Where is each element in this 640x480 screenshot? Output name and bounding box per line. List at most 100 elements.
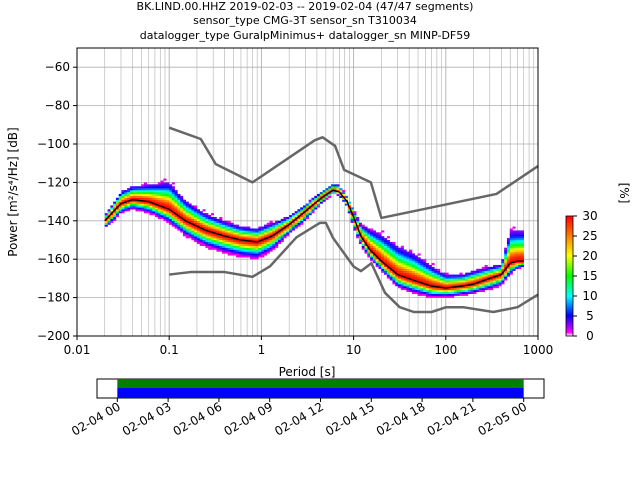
availability-tick-label: 02-04 00 [69,399,123,438]
psd-cell [261,243,265,246]
psd-cell [431,293,435,296]
psd-cell [196,230,201,233]
psd-cell [518,264,522,268]
psd-cell [437,295,441,298]
psd-cell [269,241,273,245]
psd-cell [163,178,167,181]
psd-cell [107,218,111,221]
chart-title-line3: datalogger_type GuralpMinimus+ datalogge… [140,29,471,42]
psd-cell [506,241,511,245]
psd-cell [169,216,173,220]
psd-cell [252,232,256,235]
psd-cell [512,264,516,268]
psd-cell [182,232,187,235]
psd-cell [431,291,435,294]
psd-cell [138,197,142,200]
psd-cell [437,291,441,294]
psd-cell [481,274,485,277]
psd-cell [233,230,237,233]
psd-cell [322,192,326,195]
psd-cell [171,192,175,195]
psd-cell [409,264,413,268]
psd-cell [227,226,231,229]
psd-cell [202,218,206,221]
psd-cell [157,182,161,185]
psd-cell [322,195,326,198]
psd-cell [434,278,438,281]
psd-cell [506,272,511,275]
psd-cell [322,199,326,202]
psd-cell [331,188,335,191]
psd-cell [504,278,508,281]
psd-cell [160,193,164,197]
psd-cell [155,201,159,204]
psd-cell [169,218,173,221]
psd-cell [258,236,262,239]
psd-cell [350,218,354,221]
psd-cell [479,270,483,273]
psd-cell [258,245,262,248]
psd-cell [495,266,499,269]
psd-cell [250,232,254,235]
psd-cell [453,280,457,283]
psd-cell [213,222,217,225]
psd-cell [448,278,452,281]
psd-cell [236,240,240,243]
psd-cell [305,207,309,210]
psd-cell [143,195,147,198]
psd-cell [520,240,525,243]
psd-cell [417,293,421,296]
psd-cell [157,209,161,212]
psd-cell [386,263,390,266]
psd-cell [453,288,457,291]
psd-cell [317,193,321,197]
psd-cell [236,230,240,233]
psd-cell [258,238,262,241]
psd-cell [409,289,413,293]
psd-cell [224,226,228,229]
psd-cell [392,282,396,285]
psd-cell [520,263,525,266]
psd-cell [205,218,209,221]
psd-cell [445,282,449,285]
psd-cell [185,211,189,214]
psd-cell [263,243,268,246]
psd-cell [157,188,161,191]
psd-cell [199,228,203,231]
psd-cell [395,268,399,271]
psd-cell [188,207,192,210]
psd-cell [266,224,270,227]
psd-cell [411,268,416,271]
psd-cell [180,222,184,225]
colorbar-tick-label: 5 [586,309,594,323]
psd-cell [434,280,438,283]
psd-cell [506,274,511,277]
psd-cell [224,240,228,243]
psd-cell [409,272,413,275]
psd-cell [182,234,187,237]
psd-cell [219,243,223,246]
psd-cell [520,255,525,258]
psd-cell [230,241,234,245]
psd-cell [395,270,399,273]
psd-cell [451,291,455,294]
psd-cell [124,197,128,200]
psd-cell [210,238,214,241]
psd-cell [199,220,203,223]
psd-cell [420,261,424,264]
psd-cell [378,263,382,266]
y-axis-label: Power [m²/s⁴/Hz] [dB] [6,127,20,256]
psd-cell [445,293,449,296]
psd-cell [115,215,120,218]
psd-cell [222,232,226,235]
psd-cell [428,288,432,291]
psd-cell [428,286,432,289]
psd-cell [481,268,485,271]
psd-cell [350,220,354,223]
psd-cell [428,291,432,294]
psd-cell [230,230,234,233]
psd-cell [392,243,396,246]
psd-cell [411,276,416,279]
psd-cell [462,286,466,289]
